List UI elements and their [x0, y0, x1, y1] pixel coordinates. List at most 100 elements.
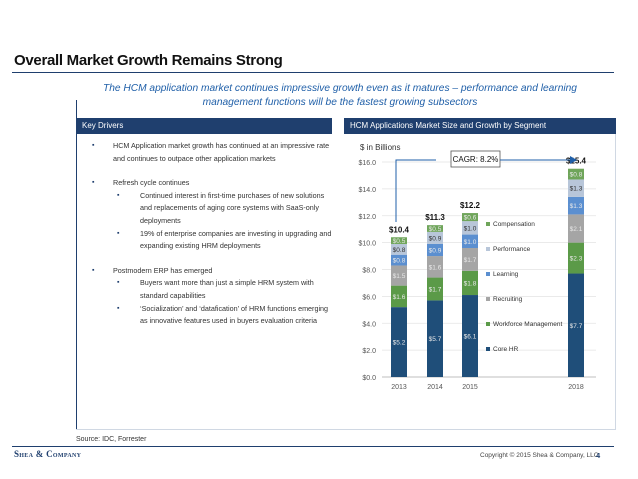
sub-bullet-item: Continued interest in first-time purchas…: [92, 190, 337, 228]
y-tick-label: $12.0: [358, 214, 376, 221]
bar-segment: [427, 277, 443, 301]
y-tick-label: $16.0: [358, 160, 376, 167]
total-label: $10.4: [389, 225, 410, 234]
bullet-item: Postmodern ERP has emerged: [92, 265, 337, 278]
legend-swatch: [486, 247, 490, 251]
page-title: Overall Market Growth Remains Strong: [14, 52, 283, 69]
data-label: $2.1: [570, 226, 583, 233]
data-label: $0.6: [464, 215, 477, 222]
y-tick-label: $14.0: [358, 187, 376, 194]
legend-label: Learning: [493, 271, 519, 278]
data-label: $1.8: [464, 280, 477, 287]
data-label: $1.5: [393, 273, 406, 280]
content-frame: [76, 118, 616, 430]
y-tick-label: $2.0: [362, 348, 376, 355]
key-drivers-header: Key Drivers: [76, 118, 332, 134]
x-tick-label: 2015: [462, 384, 478, 391]
y-tick-label: $8.0: [362, 268, 376, 275]
data-label: $1.0: [464, 225, 477, 232]
legend-swatch: [486, 297, 490, 301]
x-tick-label: 2018: [568, 384, 584, 391]
data-label: $1.6: [393, 294, 406, 301]
data-label: $1.3: [570, 186, 583, 193]
data-label: $5.2: [393, 340, 406, 347]
legend-swatch: [486, 347, 490, 351]
bar-segment: [427, 231, 443, 244]
page-number: 4: [596, 451, 601, 460]
bar-segment: [391, 237, 407, 244]
bar-segment: [391, 265, 407, 286]
bar-segment: [427, 300, 443, 377]
chart-header: HCM Applications Market Size and Growth …: [344, 118, 616, 134]
bullet-item: Refresh cycle continues: [92, 177, 337, 190]
bar-segment: [462, 248, 478, 271]
bar-segment: [427, 243, 443, 257]
legend-label: Workforce Management: [493, 321, 562, 328]
bar-segment: [462, 234, 478, 248]
data-label: $1.6: [429, 264, 442, 271]
bar-segment: [568, 196, 584, 215]
bar-segment: [568, 168, 584, 180]
bar-segment: [462, 213, 478, 222]
total-label: $12.2: [460, 201, 481, 210]
bar-segment: [568, 242, 584, 274]
copyright: Copyright © 2015 Shea & Company, LLC: [480, 452, 599, 459]
cagr-box: [450, 150, 501, 168]
data-label: $2.3: [570, 256, 583, 263]
bar-segment: [391, 285, 407, 308]
x-tick-label: 2013: [391, 384, 407, 391]
data-label: $1.3: [570, 203, 583, 210]
legend-swatch: [486, 322, 490, 326]
bar-segment: [427, 256, 443, 278]
data-label: $1.7: [429, 286, 442, 293]
data-label: $1.0: [464, 239, 477, 246]
data-label: $0.8: [393, 247, 406, 254]
key-drivers-list: HCM Application market growth has contin…: [92, 140, 337, 328]
page-subtitle: The HCM application market continues imp…: [103, 83, 577, 108]
bar-segment: [427, 225, 443, 232]
y-tick-label: $0.0: [362, 375, 376, 382]
source-note: Source: IDC, Forrester: [76, 436, 147, 443]
data-label: $6.1: [464, 334, 477, 341]
y-tick-label: $4.0: [362, 321, 376, 328]
sub-bullet-item: 19% of enterprise companies are investin…: [92, 228, 337, 253]
data-label: $0.9: [429, 248, 442, 255]
bar-segment: [462, 221, 478, 235]
legend-label: Compensation: [493, 221, 535, 228]
bar-segment: [391, 243, 407, 255]
data-label: $7.7: [570, 323, 583, 330]
legend-swatch: [486, 222, 490, 226]
bar-segment: [462, 270, 478, 296]
cagr-arrowhead: [570, 156, 577, 164]
legend-label: Performance: [493, 246, 531, 253]
bar-segment: [462, 295, 478, 377]
x-tick-label: 2014: [427, 384, 443, 391]
data-label: $0.5: [393, 238, 406, 245]
bar-segment: [568, 214, 584, 243]
bar-segment: [568, 179, 584, 197]
bullet-item: HCM Application market growth has contin…: [92, 140, 337, 165]
sub-bullet-item: ‘Socialization’ and ‘datafication’ of HR…: [92, 303, 337, 328]
bar-segment: [391, 307, 407, 377]
total-label: $11.3: [425, 213, 445, 222]
data-label: $0.5: [429, 226, 442, 233]
cagr-arrow-line: [395, 159, 436, 222]
data-label: $5.7: [429, 336, 442, 343]
title-rule: [12, 72, 614, 73]
data-label: $0.8: [570, 172, 583, 179]
left-separator: [76, 100, 77, 430]
bar-segment: [568, 273, 584, 377]
data-label: $1.7: [464, 257, 477, 264]
bar-segment: [391, 254, 407, 266]
legend-label: Core HR: [493, 346, 519, 353]
sub-bullet-item: Buyers want more than just a simple HRM …: [92, 277, 337, 302]
footer-rule: [12, 446, 614, 447]
y-tick-label: $6.0: [362, 294, 376, 301]
company-logo: Shea & Company: [14, 449, 82, 459]
y-tick-label: $10.0: [358, 241, 376, 248]
unit-label: $ in Billions: [360, 143, 400, 152]
total-label: $15.4: [566, 157, 587, 166]
legend-swatch: [486, 272, 490, 276]
data-label: $0.9: [429, 235, 442, 242]
